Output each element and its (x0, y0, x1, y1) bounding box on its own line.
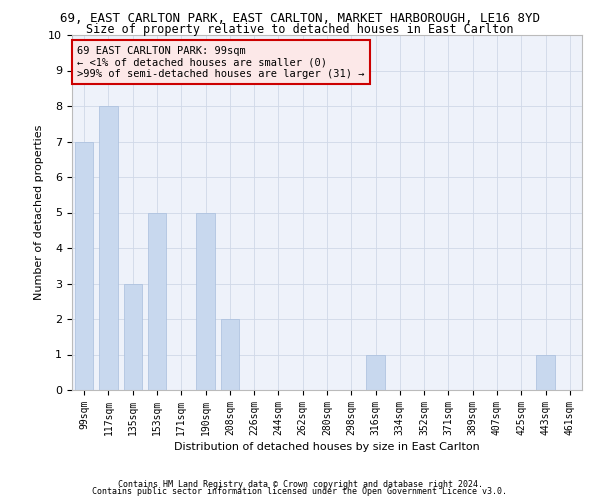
Bar (536, 354, 554, 390)
Text: Contains HM Land Registry data © Crown copyright and database right 2024.: Contains HM Land Registry data © Crown c… (118, 480, 482, 489)
Text: 69 EAST CARLTON PARK: 99sqm
← <1% of detached houses are smaller (0)
>99% of sem: 69 EAST CARLTON PARK: 99sqm ← <1% of det… (77, 46, 365, 79)
Bar (367, 354, 385, 390)
Text: Size of property relative to detached houses in East Carlton: Size of property relative to detached ho… (86, 22, 514, 36)
Bar (124, 284, 142, 390)
Bar (148, 212, 166, 390)
Bar (221, 319, 239, 390)
Y-axis label: Number of detached properties: Number of detached properties (34, 125, 44, 300)
X-axis label: Distribution of detached houses by size in East Carlton: Distribution of detached houses by size … (174, 442, 480, 452)
Text: 69, EAST CARLTON PARK, EAST CARLTON, MARKET HARBOROUGH, LE16 8YD: 69, EAST CARLTON PARK, EAST CARLTON, MAR… (60, 12, 540, 26)
Bar (100, 106, 118, 390)
Text: Contains public sector information licensed under the Open Government Licence v3: Contains public sector information licen… (92, 488, 508, 496)
Bar (75, 142, 93, 390)
Bar (196, 212, 215, 390)
